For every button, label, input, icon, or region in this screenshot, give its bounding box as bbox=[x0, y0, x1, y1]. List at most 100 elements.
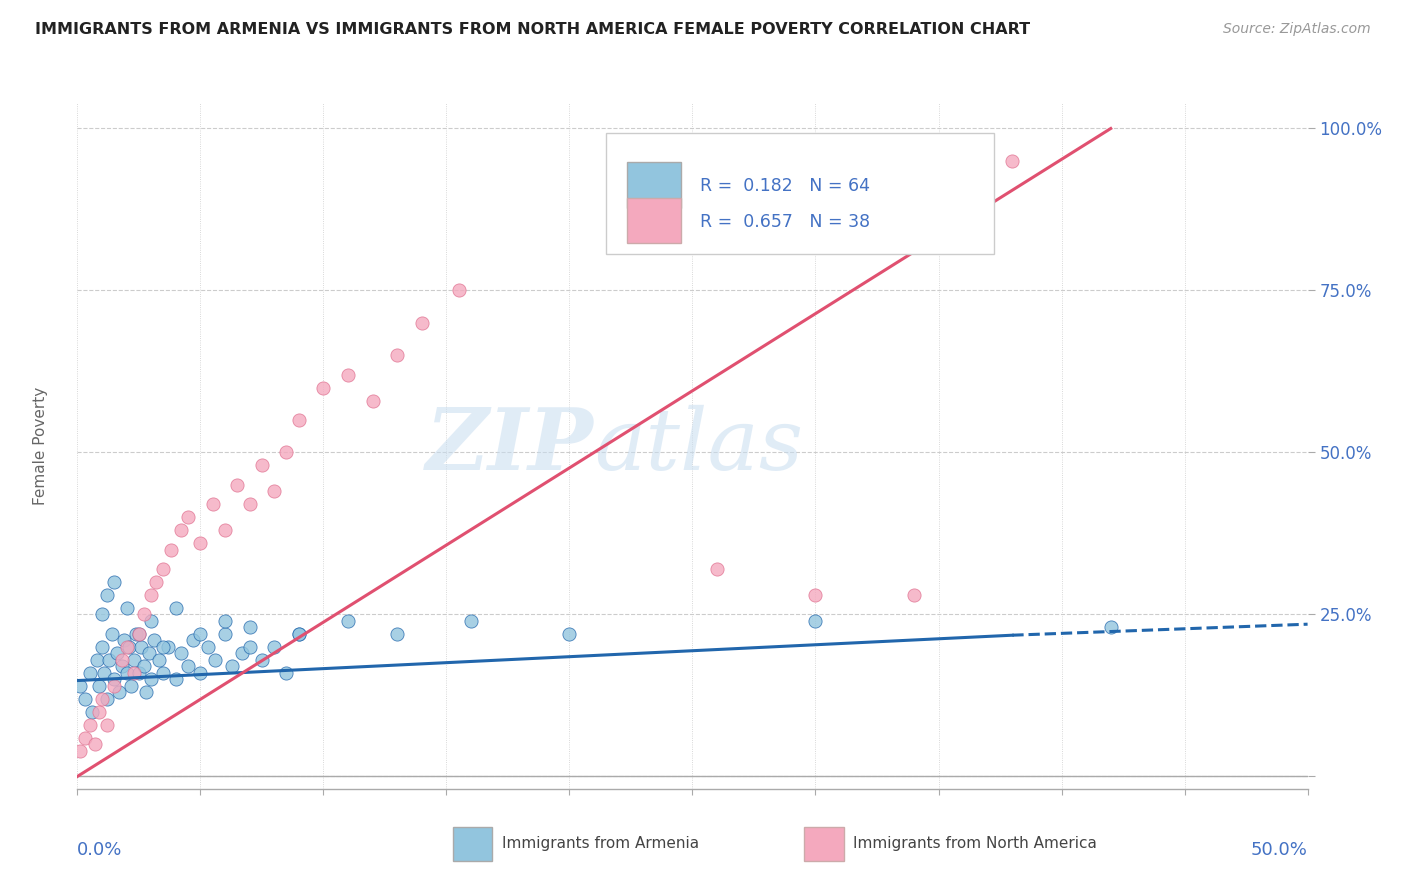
Text: Female Poverty: Female Poverty bbox=[32, 387, 48, 505]
Point bbox=[83, 737, 105, 751]
Point bbox=[460, 614, 482, 628]
Point bbox=[115, 640, 138, 654]
Point bbox=[141, 588, 163, 602]
Text: R =  0.182   N = 64: R = 0.182 N = 64 bbox=[700, 178, 870, 195]
Point bbox=[103, 673, 125, 687]
Point bbox=[86, 653, 108, 667]
Point bbox=[82, 705, 104, 719]
Point bbox=[181, 633, 204, 648]
Point bbox=[190, 665, 212, 680]
Point bbox=[170, 523, 193, 537]
Point bbox=[73, 731, 96, 745]
Point bbox=[177, 659, 200, 673]
Point bbox=[111, 653, 132, 667]
Point bbox=[138, 646, 160, 660]
Point bbox=[337, 614, 360, 628]
Point bbox=[122, 665, 145, 680]
Point bbox=[128, 665, 150, 680]
Point bbox=[214, 523, 236, 537]
Text: Immigrants from Armenia: Immigrants from Armenia bbox=[502, 837, 699, 851]
Point bbox=[73, 691, 96, 706]
Text: atlas: atlas bbox=[595, 405, 803, 487]
Point bbox=[165, 601, 187, 615]
Point bbox=[148, 653, 170, 667]
Point bbox=[122, 653, 145, 667]
Point bbox=[90, 691, 114, 706]
Point bbox=[152, 562, 174, 576]
Point bbox=[387, 627, 409, 641]
Point bbox=[128, 627, 150, 641]
Point bbox=[239, 497, 262, 511]
Text: Immigrants from North America: Immigrants from North America bbox=[853, 837, 1097, 851]
Point bbox=[276, 445, 298, 459]
Point bbox=[804, 614, 827, 628]
Point bbox=[231, 646, 253, 660]
Point bbox=[142, 633, 165, 648]
FancyBboxPatch shape bbox=[627, 198, 682, 244]
Point bbox=[288, 627, 311, 641]
Point bbox=[201, 497, 224, 511]
Point bbox=[239, 640, 262, 654]
Point bbox=[152, 665, 174, 680]
Point bbox=[204, 653, 226, 667]
Point bbox=[288, 627, 311, 641]
Text: ZIP: ZIP bbox=[426, 404, 595, 488]
Point bbox=[1099, 620, 1122, 634]
FancyBboxPatch shape bbox=[606, 134, 994, 253]
Point bbox=[263, 640, 285, 654]
Text: Source: ZipAtlas.com: Source: ZipAtlas.com bbox=[1223, 22, 1371, 37]
Point bbox=[118, 640, 141, 654]
Point bbox=[101, 627, 124, 641]
Point bbox=[131, 640, 153, 654]
Point bbox=[160, 542, 183, 557]
Point bbox=[165, 673, 187, 687]
Point bbox=[115, 601, 138, 615]
Point bbox=[312, 381, 335, 395]
Point bbox=[89, 705, 111, 719]
Point bbox=[132, 607, 155, 622]
Point bbox=[263, 484, 285, 499]
Point bbox=[90, 607, 114, 622]
Point bbox=[111, 659, 132, 673]
Point bbox=[96, 691, 118, 706]
Point bbox=[135, 685, 157, 699]
Point bbox=[706, 562, 728, 576]
Point bbox=[337, 368, 360, 382]
Point bbox=[121, 679, 143, 693]
Point bbox=[361, 393, 384, 408]
Point bbox=[804, 588, 827, 602]
Point bbox=[69, 679, 91, 693]
Point bbox=[115, 665, 138, 680]
Text: 0.0%: 0.0% bbox=[77, 841, 122, 859]
Point bbox=[903, 588, 925, 602]
Point bbox=[387, 348, 409, 362]
Point bbox=[69, 743, 91, 757]
Point bbox=[128, 627, 150, 641]
Point bbox=[96, 717, 118, 731]
Point bbox=[105, 646, 128, 660]
FancyBboxPatch shape bbox=[627, 162, 682, 208]
Point bbox=[141, 673, 163, 687]
Point bbox=[79, 717, 101, 731]
Point bbox=[96, 588, 118, 602]
Point bbox=[447, 284, 470, 298]
Point bbox=[98, 653, 121, 667]
Point bbox=[197, 640, 219, 654]
Point bbox=[157, 640, 180, 654]
Point bbox=[276, 665, 298, 680]
Point bbox=[103, 679, 125, 693]
Point bbox=[288, 413, 311, 427]
Point bbox=[177, 510, 200, 524]
Point bbox=[125, 627, 148, 641]
Text: R =  0.657   N = 38: R = 0.657 N = 38 bbox=[700, 213, 870, 231]
Point bbox=[239, 620, 262, 634]
Point bbox=[190, 627, 212, 641]
Point bbox=[145, 575, 167, 590]
Point bbox=[214, 614, 236, 628]
Point bbox=[411, 316, 433, 330]
Point bbox=[152, 640, 174, 654]
Point bbox=[214, 627, 236, 641]
Point bbox=[558, 627, 581, 641]
Point bbox=[103, 575, 125, 590]
Point bbox=[108, 685, 131, 699]
